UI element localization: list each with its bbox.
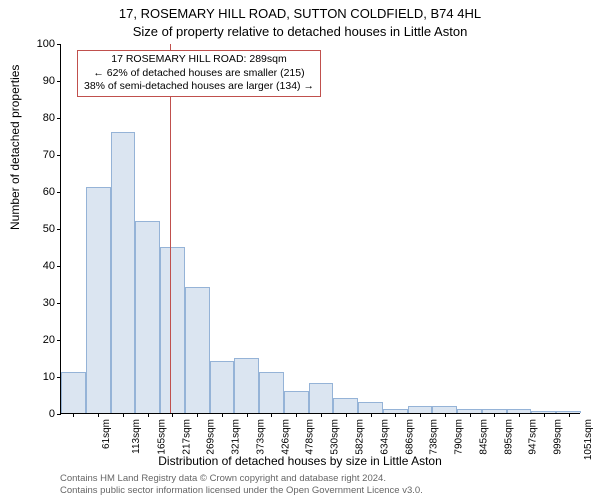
x-tick-label: 634sqm <box>379 417 390 455</box>
y-axis-label: Number of detached properties <box>8 65 22 230</box>
x-tick-label: 61sqm <box>101 417 112 449</box>
x-tick-label: 373sqm <box>256 417 267 455</box>
plot-area: 010203040506070809010061sqm113sqm165sqm2… <box>60 44 580 414</box>
y-tick-mark <box>57 118 61 119</box>
histogram-bar <box>284 391 309 413</box>
x-tick-mark <box>494 413 495 417</box>
histogram-bar <box>185 287 210 413</box>
x-tick-label: 738sqm <box>429 417 440 455</box>
annotation-line: 17 ROSEMARY HILL ROAD: 289sqm <box>84 53 314 67</box>
histogram-bar <box>111 132 136 413</box>
x-tick-mark <box>420 413 421 417</box>
chart-container: 17, ROSEMARY HILL ROAD, SUTTON COLDFIELD… <box>0 0 600 500</box>
histogram-bar <box>160 247 185 414</box>
x-tick-mark <box>73 413 74 417</box>
x-tick-mark <box>346 413 347 417</box>
y-tick-mark <box>57 340 61 341</box>
x-tick-mark <box>445 413 446 417</box>
y-tick-mark <box>57 303 61 304</box>
title-line-2: Size of property relative to detached ho… <box>0 24 600 39</box>
x-tick-mark <box>296 413 297 417</box>
x-tick-mark <box>148 413 149 417</box>
x-tick-mark <box>395 413 396 417</box>
histogram-bar <box>234 358 259 414</box>
x-tick-mark <box>197 413 198 417</box>
histogram-bar <box>358 402 383 413</box>
footer-line-1: Contains HM Land Registry data © Crown c… <box>60 473 423 484</box>
y-tick-mark <box>57 229 61 230</box>
x-tick-label: 530sqm <box>330 417 341 455</box>
x-tick-mark <box>247 413 248 417</box>
y-tick-mark <box>57 81 61 82</box>
x-tick-mark <box>519 413 520 417</box>
x-tick-label: 999sqm <box>553 417 564 455</box>
x-tick-label: 895sqm <box>503 417 514 455</box>
x-tick-label: 845sqm <box>478 417 489 455</box>
x-tick-label: 426sqm <box>280 417 291 455</box>
footer-line-2: Contains public sector information licen… <box>60 485 423 496</box>
y-tick-mark <box>57 266 61 267</box>
x-tick-label: 790sqm <box>454 417 465 455</box>
histogram-bar <box>259 372 284 413</box>
histogram-bar <box>135 221 160 413</box>
x-tick-label: 321sqm <box>231 417 242 455</box>
x-tick-label: 217sqm <box>181 417 192 455</box>
histogram-bar <box>333 398 358 413</box>
histogram-bar <box>210 361 235 413</box>
x-tick-mark <box>371 413 372 417</box>
x-tick-mark <box>123 413 124 417</box>
y-tick-mark <box>57 192 61 193</box>
x-tick-mark <box>470 413 471 417</box>
x-tick-mark <box>321 413 322 417</box>
marker-line <box>170 44 171 413</box>
annotation-line: ← 62% of detached houses are smaller (21… <box>84 67 314 81</box>
x-tick-label: 113sqm <box>131 417 142 454</box>
histogram-bar <box>309 383 334 413</box>
x-tick-label: 269sqm <box>206 417 217 455</box>
annotation-box: 17 ROSEMARY HILL ROAD: 289sqm← 62% of de… <box>77 50 321 97</box>
y-tick-mark <box>57 44 61 45</box>
histogram-bar <box>432 406 457 413</box>
histogram-bar <box>86 187 111 413</box>
x-tick-mark <box>569 413 570 417</box>
x-tick-mark <box>222 413 223 417</box>
x-tick-mark <box>271 413 272 417</box>
x-tick-label: 686sqm <box>404 417 415 455</box>
annotation-line: 38% of semi-detached houses are larger (… <box>84 80 314 94</box>
histogram-bar <box>408 406 433 413</box>
histogram-bar <box>61 372 86 413</box>
y-tick-mark <box>57 155 61 156</box>
x-tick-label: 165sqm <box>156 417 167 455</box>
title-line-1: 17, ROSEMARY HILL ROAD, SUTTON COLDFIELD… <box>0 6 600 21</box>
x-tick-mark <box>172 413 173 417</box>
x-tick-label: 582sqm <box>355 417 366 455</box>
x-tick-label: 478sqm <box>305 417 316 455</box>
y-tick-mark <box>57 414 61 415</box>
x-axis-label: Distribution of detached houses by size … <box>0 454 600 468</box>
x-tick-mark <box>544 413 545 417</box>
x-tick-mark <box>98 413 99 417</box>
footer-attribution: Contains HM Land Registry data © Crown c… <box>60 473 423 496</box>
x-tick-label: 947sqm <box>528 417 539 455</box>
